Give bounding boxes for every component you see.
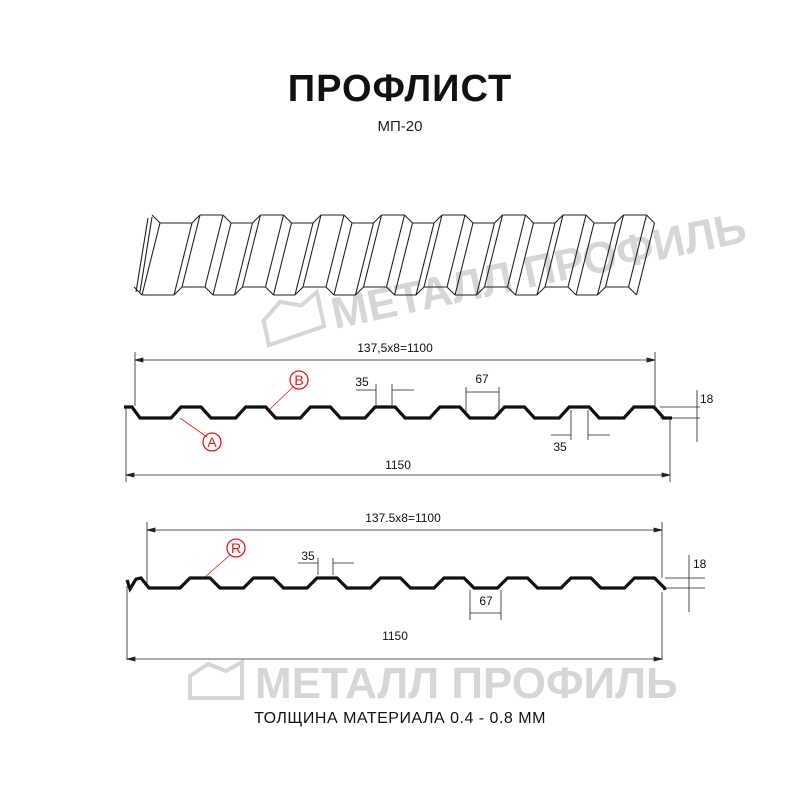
sheet-edge (151, 214, 161, 224)
sheet-edge (386, 286, 395, 296)
sheet-edge (212, 222, 232, 296)
marker-r: R (231, 540, 241, 556)
profile-a-pitch-label: 137,5x8=1100 (357, 341, 433, 355)
profile-b-rib-pitch-label: 67 (479, 594, 493, 608)
sheet-edge (575, 222, 595, 296)
sheet-edge (139, 216, 153, 293)
sheet-edge (544, 214, 564, 288)
sheet-edge (294, 222, 314, 296)
model-subtitle: МП-20 (377, 118, 423, 135)
sheet-edge (536, 222, 556, 296)
watermark-text: МЕТАЛЛ ПРОФИЛЬ (255, 659, 678, 708)
profile-a-rib-pitch-label: 67 (475, 372, 489, 386)
sheet-edge (343, 214, 353, 224)
sheet-edge (404, 214, 413, 224)
sheet-edge (446, 286, 456, 296)
sheet-edge (627, 214, 648, 288)
profile-a-height-label: 18 (700, 392, 714, 406)
sheet-edge (133, 286, 143, 296)
sheet-edge (265, 286, 274, 296)
sheet-edge (241, 214, 262, 288)
sheet-edge (222, 214, 232, 224)
sheet-edge (567, 214, 587, 288)
sheet-edge (325, 286, 335, 296)
sheet-edge (135, 217, 149, 293)
profile-b-height-label: 18 (693, 557, 707, 571)
profile-a (125, 352, 700, 482)
sheet-edge (283, 214, 292, 224)
profile-b-rib-top-label: 35 (301, 549, 315, 563)
profile-b-line (125, 576, 667, 593)
sheet-edge (173, 286, 183, 296)
sheet-edge (514, 222, 535, 296)
sheet-edge (264, 214, 285, 288)
marker-a: A (207, 434, 217, 450)
sheet-edge (393, 222, 414, 296)
sheet-edge (333, 222, 353, 296)
sheet-edge (294, 286, 304, 296)
sheet-edge (525, 214, 534, 224)
sheet-edge (173, 222, 193, 296)
sheet-edge (234, 286, 243, 296)
sheet-edge (325, 214, 345, 288)
sheet-edge (604, 214, 625, 288)
sheet-edge (204, 286, 214, 296)
profile-a-line (124, 405, 672, 420)
sheet-edge (454, 222, 474, 296)
sheet-edge (415, 286, 425, 296)
watermark-2: МЕТАЛЛ ПРОФИЛЬ (188, 658, 678, 708)
sheet-edge (464, 214, 474, 224)
watermark-1: МЕТАЛЛ ПРОФИЛЬ (261, 203, 750, 348)
page-title: ПРОФЛИСТ (287, 68, 513, 110)
sheet-edge (536, 286, 546, 296)
sheet-edge (252, 214, 261, 224)
sheet-edge (433, 214, 443, 224)
sheet-edge (615, 214, 624, 224)
sheet-edge (385, 214, 406, 288)
sheet-edge (635, 222, 656, 296)
sheet-edge (506, 214, 527, 288)
sheet-edge (181, 214, 201, 288)
sheet-edge (476, 286, 485, 296)
sheet-edge (507, 286, 516, 296)
sheet-edge (373, 214, 382, 224)
sheet-edge (646, 214, 655, 224)
sheet-edge (423, 214, 443, 288)
sheet-edge (191, 214, 201, 224)
sheet-edge (494, 214, 503, 224)
sheet-edge (141, 222, 161, 296)
marker-b: B (294, 372, 303, 388)
sheet-edge (354, 222, 375, 296)
sheet-edge (355, 286, 364, 296)
sheet-edge (596, 222, 617, 296)
watermark-logo-icon (261, 288, 327, 348)
material-thickness-note: ТОЛЩИНА МАТЕРИАЛА 0.4 - 0.8 ММ (254, 710, 546, 727)
sheet-edge (554, 214, 564, 224)
sheet-edge (302, 214, 322, 288)
profile-a-rib-bottom-label: 35 (553, 440, 567, 454)
sheet-edge (483, 214, 504, 288)
sheet-edge (272, 222, 293, 296)
profile-a-total-label: 1150 (385, 458, 411, 472)
sheet-edge (446, 214, 466, 288)
sheet-edge (628, 286, 637, 296)
watermark-logo-icon (188, 658, 244, 700)
sheet-edge (585, 214, 595, 224)
profile-b-total-label: 1150 (382, 629, 408, 643)
sheet-edge (567, 286, 577, 296)
sheet-edge (233, 222, 254, 296)
sheet-edge (415, 222, 435, 296)
profile-b-pitch-label: 137.5x8=1100 (365, 511, 441, 525)
sheet-3d-view (133, 214, 656, 296)
sheet-edge (597, 286, 606, 296)
profile-a-rib-top-label: 35 (355, 375, 369, 389)
profile-b (126, 522, 705, 662)
sheet-edge (204, 214, 224, 288)
sheet-edge (312, 214, 322, 224)
sheet-edge (475, 222, 496, 296)
sheet-edge (362, 214, 383, 288)
